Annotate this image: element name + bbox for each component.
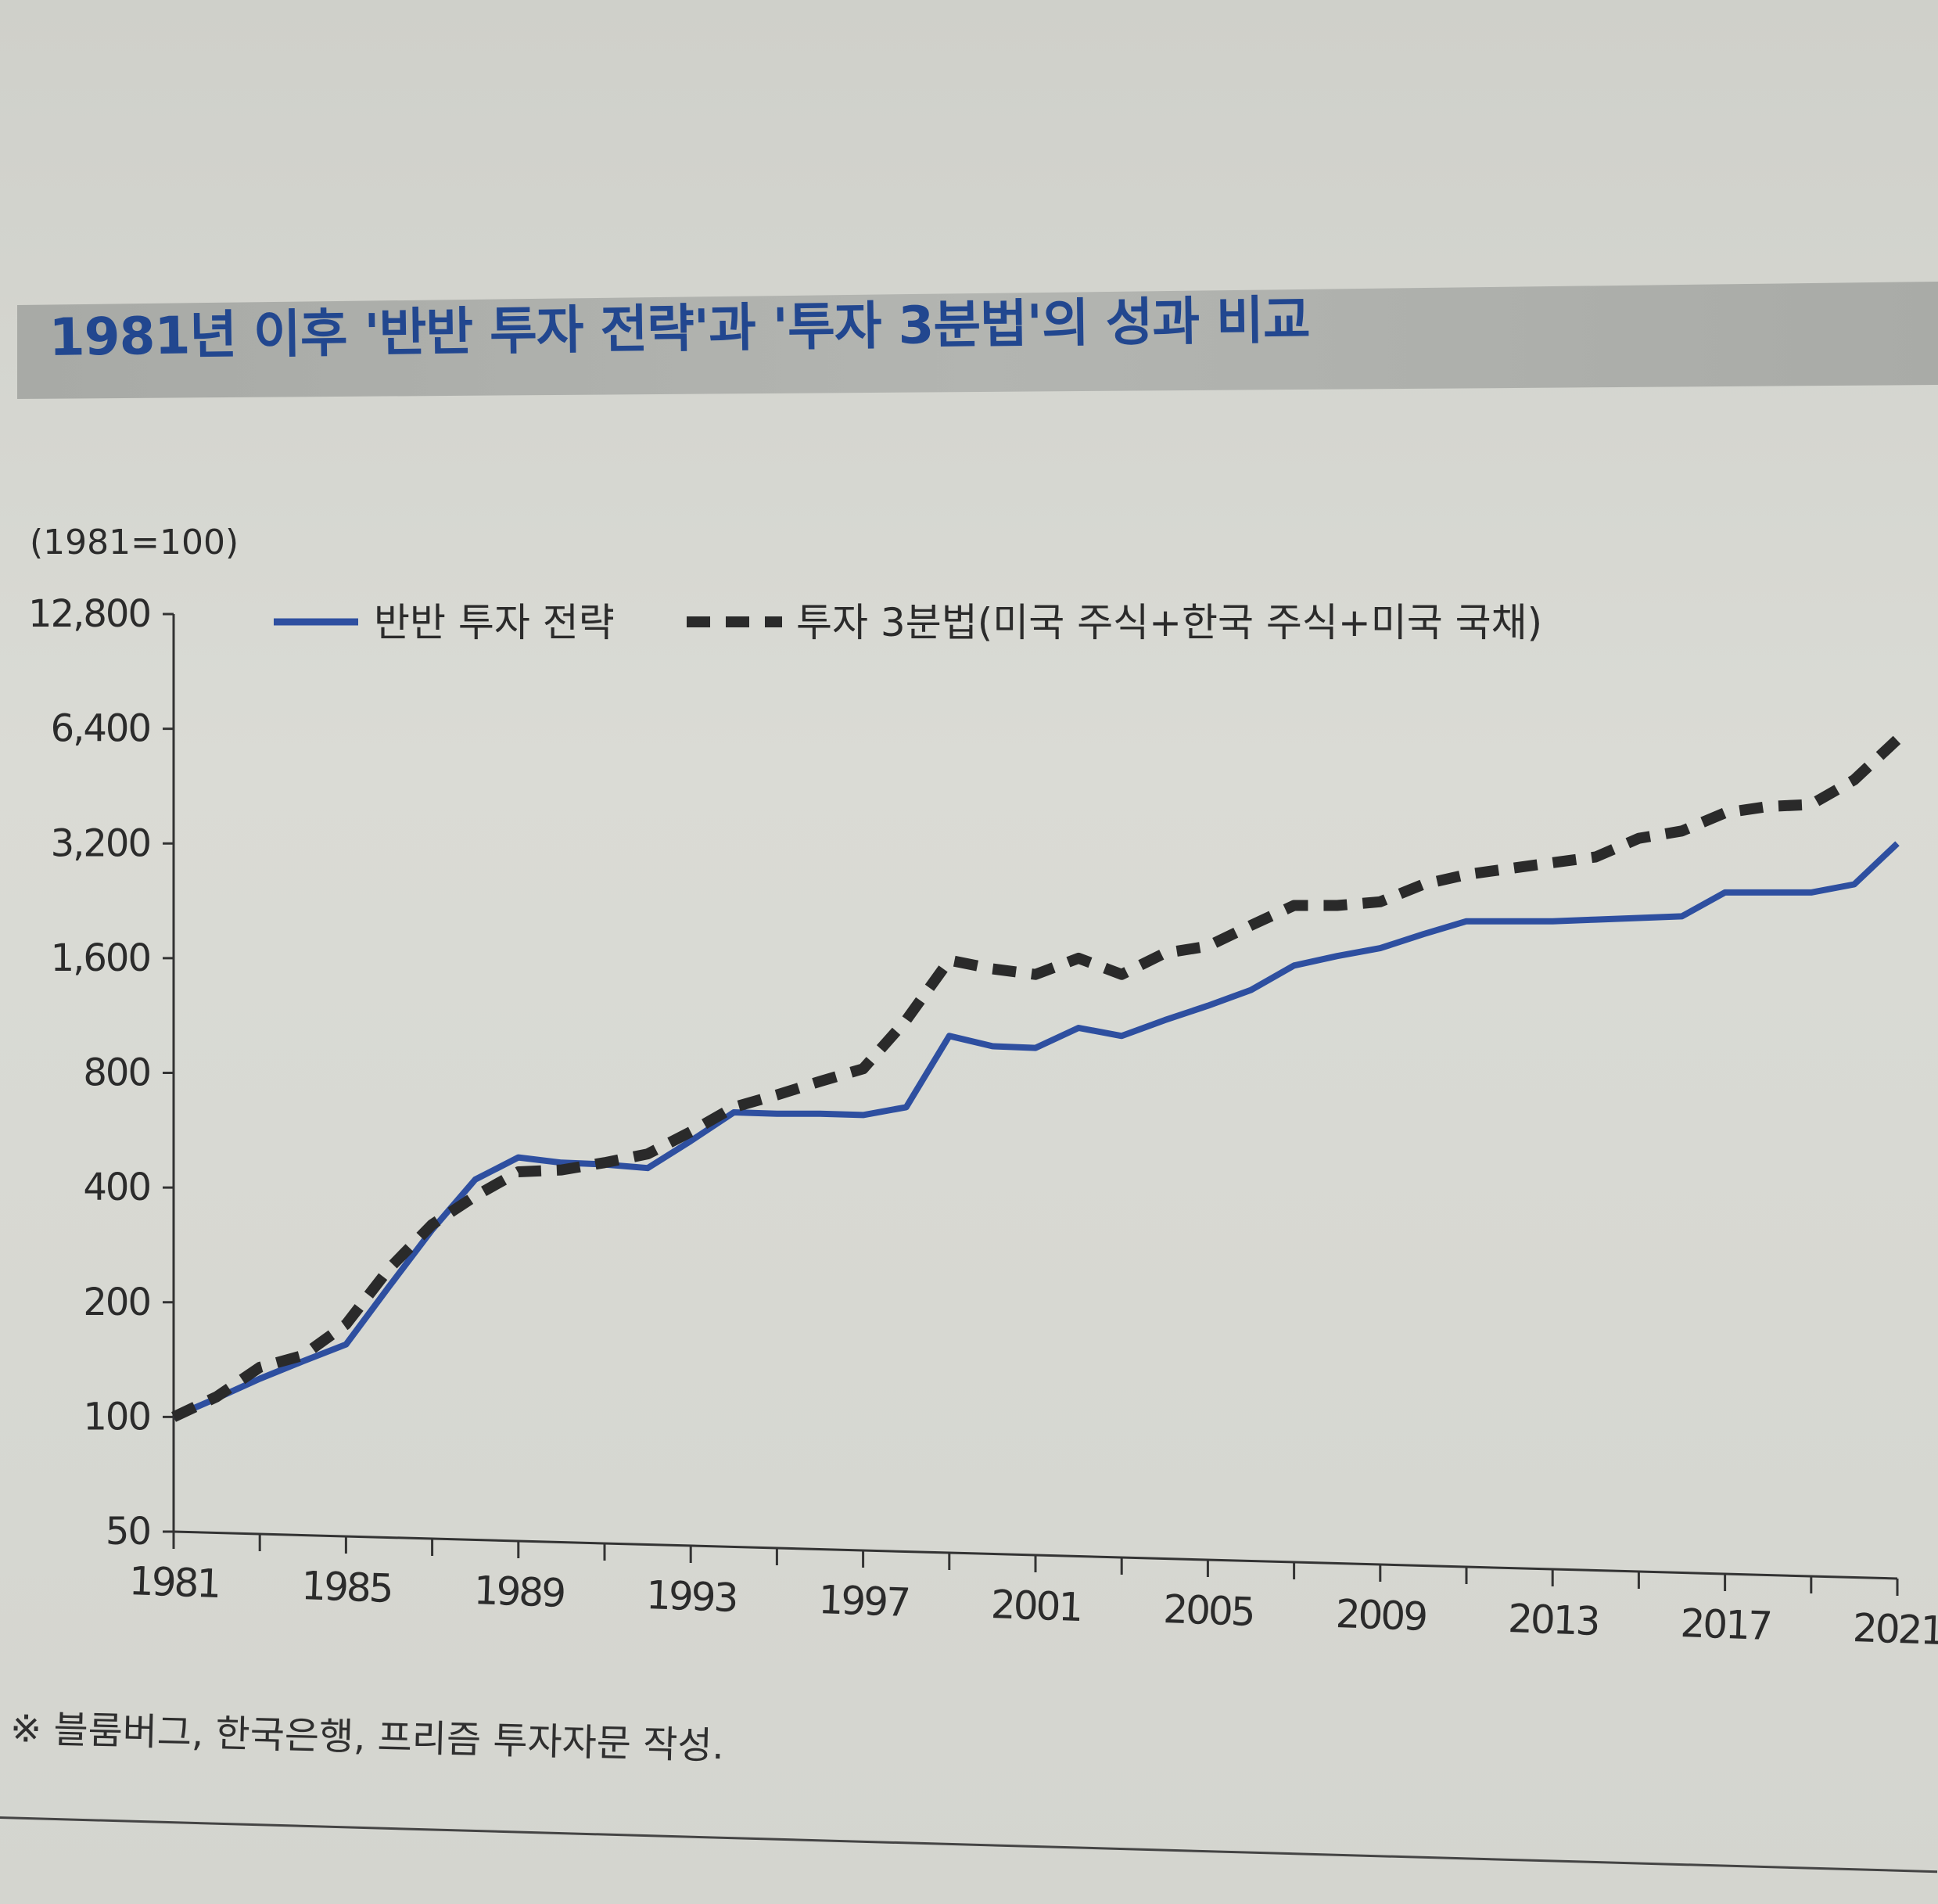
legend-label-half-half: 반반 투자 전략	[374, 600, 615, 645]
y-tick-label: 800	[83, 1051, 150, 1095]
x-tick-label: 1993	[645, 1572, 737, 1621]
title-band	[17, 282, 1938, 399]
x-tick-label: 2013	[1507, 1596, 1599, 1644]
x-tick-label: 1997	[818, 1577, 910, 1626]
y-tick-label: 200	[83, 1281, 150, 1324]
y-tick-label: 100	[83, 1395, 150, 1439]
y-tick-label: 3,200	[51, 821, 150, 865]
y-tick-label: 50	[106, 1510, 150, 1554]
x-tick-label: 2009	[1335, 1591, 1427, 1640]
series-line-half-half	[172, 841, 1900, 1421]
y-tick-label: 6,400	[51, 707, 150, 751]
y-tick-label: 12,800	[28, 592, 150, 636]
x-tick-label: 1981	[128, 1558, 220, 1607]
x-tick-label: 2001	[990, 1582, 1082, 1630]
x-tick-label: 2005	[1162, 1586, 1254, 1635]
y-tick-label: 400	[83, 1166, 150, 1209]
series-line-three-way	[171, 735, 1901, 1422]
y-tick-label: 1,600	[51, 936, 150, 980]
x-tick-label: 1985	[300, 1563, 392, 1611]
y-unit-label: (1981=100)	[30, 523, 239, 562]
x-tick-label: 1989	[473, 1568, 565, 1616]
x-tick-label: 2017	[1680, 1600, 1771, 1649]
x-tick-label: 2021	[1852, 1605, 1938, 1654]
legend-label-three-way: 투자 3분법(미국 주식+한국 주식+미국 국채)	[796, 600, 1542, 645]
